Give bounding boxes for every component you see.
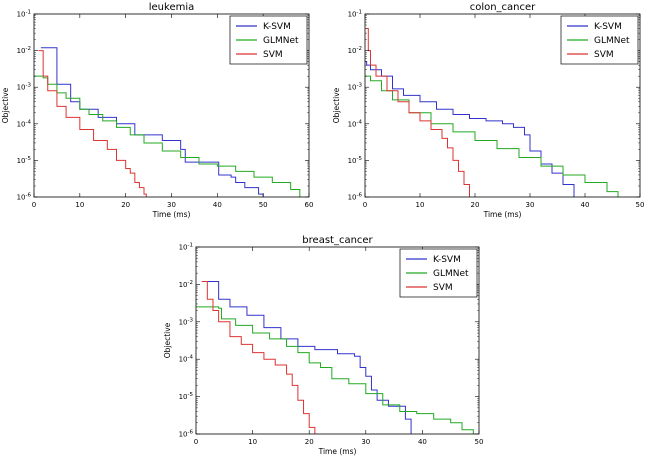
y-tick-label: 10-2 [179, 280, 193, 289]
x-tick-label: 10 [248, 438, 257, 446]
y-tick-label: 10-6 [17, 193, 32, 202]
x-tick-label: 10 [416, 201, 425, 209]
legend-label-glmnet: GLMNet [263, 36, 299, 46]
x-tick-label: 50 [636, 201, 645, 209]
y-tick-label: 10-3 [348, 83, 363, 92]
x-tick-label: 40 [213, 201, 222, 209]
series-line-glmnet [196, 306, 474, 434]
y-tick-label: 10-3 [17, 83, 32, 92]
x-tick-label: 0 [194, 438, 198, 446]
x-tick-label: 40 [581, 201, 590, 209]
x-tick-label: 0 [32, 201, 36, 209]
legend: K-SVM GLMNet SVM [229, 15, 308, 65]
legend-label-svm: SVM [594, 50, 614, 60]
x-tick-label: 30 [167, 201, 176, 209]
chart-title: leukemia [149, 2, 195, 13]
chart-colon_cancer: 0 10 20 30 40 50 10-6 10-5 10-4 10-3 10-2 10-1 colon… [332, 2, 644, 219]
legend-label-svm: SVM [263, 50, 283, 60]
series-line-svm [366, 28, 470, 197]
x-axis-label: Time (ms) [318, 447, 357, 456]
legend: K-SVM GLMNet SVM [399, 248, 478, 298]
chart-title: breast_cancer [302, 235, 373, 246]
x-tick-label: 0 [363, 201, 367, 209]
y-tick-label: 10-1 [348, 10, 362, 19]
series-line-glmnet [365, 75, 619, 197]
y-tick-label: 10-5 [17, 156, 32, 165]
y-tick-label: 10-3 [179, 317, 194, 326]
legend-label-k-svm: K-SVM [263, 22, 291, 32]
y-tick-label: 10-4 [17, 119, 32, 128]
legend-label-glmnet: GLMNet [433, 269, 469, 279]
series-line-k-svm [40, 47, 264, 197]
x-tick-label: 10 [75, 201, 84, 209]
y-tick-label: 10-5 [348, 156, 363, 165]
y-tick-label: 10-1 [179, 243, 193, 252]
y-tick-label: 10-1 [17, 10, 31, 19]
y-axis-label: Objective [163, 322, 172, 358]
x-tick-label: 60 [305, 201, 314, 209]
chart-leukemia: 0 10 20 30 40 50 60 10-6 10-5 10-4 10-3 10-2 10-1 leu… [1, 2, 313, 219]
x-tick-label: 30 [526, 201, 535, 209]
x-tick-label: 50 [259, 201, 268, 209]
legend-label-k-svm: K-SVM [433, 255, 461, 265]
legend-label-glmnet: GLMNet [594, 36, 630, 46]
x-tick-label: 20 [471, 201, 480, 209]
x-tick-label: 30 [361, 438, 370, 446]
y-axis-label: Objective [1, 87, 10, 123]
y-tick-label: 10-4 [348, 119, 363, 128]
y-tick-label: 10-4 [179, 355, 194, 364]
chart-title: colon_cancer [470, 2, 536, 13]
legend-label-k-svm: K-SVM [594, 22, 622, 32]
series-line-glmnet [34, 75, 301, 197]
y-tick-label: 10-2 [17, 46, 31, 55]
x-tick-label: 50 [475, 438, 484, 446]
chart-breast_cancer: 0 10 20 30 40 50 10-6 10-5 10-4 10-3 10-2 10-1 breas… [163, 235, 483, 456]
series-line-k-svm [204, 280, 412, 434]
y-tick-label: 10-6 [348, 193, 363, 202]
y-axis-label: Objective [332, 87, 341, 123]
x-tick-label: 20 [305, 438, 314, 446]
plot-frame [195, 246, 480, 435]
x-axis-label: Time (ms) [483, 210, 522, 219]
y-tick-label: 10-2 [348, 46, 362, 55]
legend-label-svm: SVM [433, 283, 453, 293]
series-line-svm [201, 280, 316, 434]
legend: K-SVM GLMNet SVM [560, 15, 639, 65]
series-line-k-svm [365, 61, 575, 197]
x-axis-label: Time (ms) [152, 210, 191, 219]
series-line-svm [38, 50, 147, 197]
x-tick-label: 20 [121, 201, 130, 209]
x-tick-label: 40 [418, 438, 427, 446]
y-tick-label: 10-6 [179, 430, 194, 439]
plot-frame [364, 13, 641, 198]
y-tick-label: 10-5 [179, 392, 194, 401]
